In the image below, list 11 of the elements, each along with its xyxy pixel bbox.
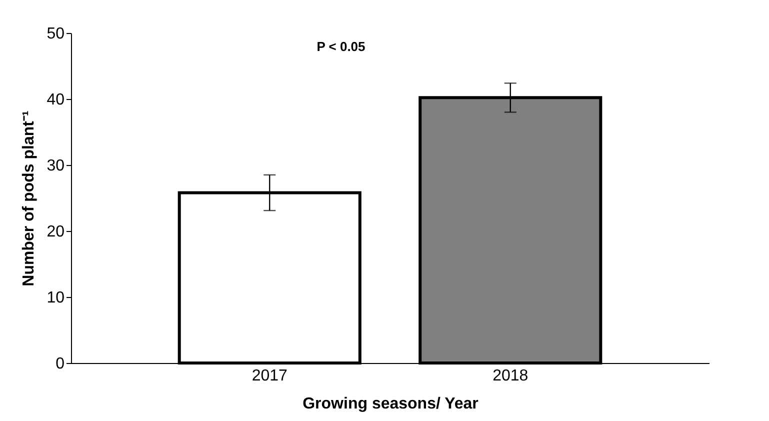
x-tick-label: 2017 [252,368,288,384]
x-tick-label: 2018 [492,368,528,384]
x-axis-title: Growing seasons/ Year [302,396,478,412]
y-tick-label: 30 [46,158,65,174]
y-axis-title: Number of pods plant⁻¹ [20,110,38,286]
annotation: P < 0.05 [316,39,366,54]
y-tick-label: 20 [46,224,65,240]
y-tick-label: 10 [46,290,65,306]
y-tick-label: 40 [46,92,65,108]
y-tick-label: 0 [56,356,65,372]
y-tick-label: 50 [46,26,65,42]
